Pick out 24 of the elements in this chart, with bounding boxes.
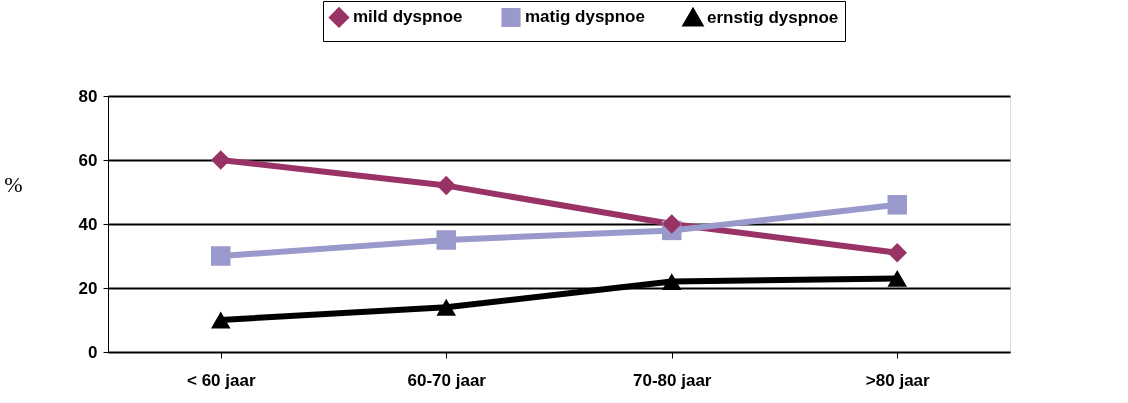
point (436, 230, 456, 250)
y-tick-label: 80 (78, 86, 98, 106)
point (211, 246, 231, 266)
x-tick-label: 70-80 jaar (633, 370, 712, 390)
point (436, 175, 456, 196)
y-tick-label: 40 (78, 214, 98, 234)
point (887, 269, 907, 287)
y-tick-label: 0 (88, 342, 98, 362)
y-axis-title: % (4, 171, 23, 197)
y-tick-label: 20 (78, 278, 98, 298)
legend-label: mild dyspnoe (353, 7, 463, 27)
legend-label: ernstig dyspnoe (707, 7, 839, 27)
y-tick-label: 60 (78, 150, 98, 170)
point (211, 311, 231, 329)
point (662, 214, 682, 234)
x-tick-label: >80 jaar (865, 370, 931, 390)
x-tick-label: 60-70 jaar (407, 370, 487, 390)
x-tick-label: < 60 jaar (186, 370, 256, 390)
point (887, 195, 907, 215)
point (211, 150, 231, 170)
point (887, 243, 907, 263)
point (662, 273, 682, 291)
legend-label: matig dyspnoe (525, 7, 645, 27)
point (436, 298, 456, 316)
